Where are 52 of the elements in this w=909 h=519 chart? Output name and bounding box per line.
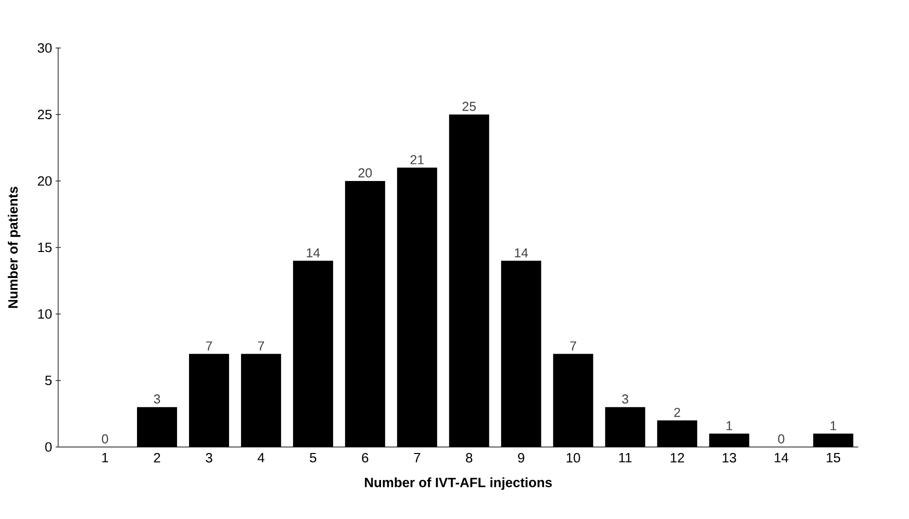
data-label: 3 xyxy=(622,394,628,404)
data-label: 25 xyxy=(462,102,476,111)
data-label: 2 xyxy=(674,408,680,417)
bar xyxy=(397,168,438,447)
x-tick-label: 4 xyxy=(258,453,264,462)
data-label: 7 xyxy=(258,341,264,350)
data-label: 20 xyxy=(358,168,372,178)
x-tick-label: 5 xyxy=(310,453,316,462)
x-tick-label: 1 xyxy=(102,453,108,462)
y-tick-label: 10 xyxy=(38,309,52,319)
bar xyxy=(137,407,178,447)
data-label: 0 xyxy=(102,434,108,444)
bar xyxy=(241,354,282,447)
data-label: 1 xyxy=(726,421,732,430)
bar xyxy=(449,114,490,447)
x-tick-label: 10 xyxy=(566,453,580,463)
data-label: 14 xyxy=(514,248,528,258)
bar xyxy=(605,407,646,447)
y-tick-label: 25 xyxy=(38,110,52,120)
x-tick-label: 15 xyxy=(826,453,840,462)
bar xyxy=(501,260,542,447)
x-axis-title: Number of IVT-AFL injections xyxy=(364,477,552,490)
x-tick-label: 11 xyxy=(619,453,632,462)
x-tick-label: 3 xyxy=(206,453,212,463)
bar xyxy=(709,434,750,447)
x-tick-label: 7 xyxy=(414,453,420,462)
y-axis-title: Number of patients xyxy=(8,186,20,308)
data-label: 0 xyxy=(778,434,784,444)
data-label: 3 xyxy=(154,394,160,404)
bar xyxy=(657,420,698,447)
y-tick-label: 15 xyxy=(38,242,52,252)
data-label: 7 xyxy=(570,341,576,350)
x-tick-label: 9 xyxy=(518,453,524,463)
data-label: 7 xyxy=(206,341,212,350)
bar xyxy=(293,260,334,447)
bar xyxy=(345,180,386,447)
x-tick-label: 12 xyxy=(670,453,684,462)
x-tick-label: 8 xyxy=(466,453,472,463)
data-label: 14 xyxy=(306,248,320,258)
x-tick-label: 6 xyxy=(362,453,368,463)
x-tick-label: 13 xyxy=(722,453,736,463)
data-label: 21 xyxy=(410,155,424,164)
bar xyxy=(813,434,854,447)
bar xyxy=(553,354,594,447)
bar xyxy=(189,354,230,447)
data-label: 1 xyxy=(830,421,836,430)
x-tick-label: 2 xyxy=(154,453,160,462)
y-tick-label: 20 xyxy=(38,176,52,186)
y-tick-label: 5 xyxy=(45,376,52,386)
x-tick-label: 14 xyxy=(774,453,788,462)
y-tick-label: 0 xyxy=(45,442,52,452)
y-tick-label: 30 xyxy=(38,43,52,53)
